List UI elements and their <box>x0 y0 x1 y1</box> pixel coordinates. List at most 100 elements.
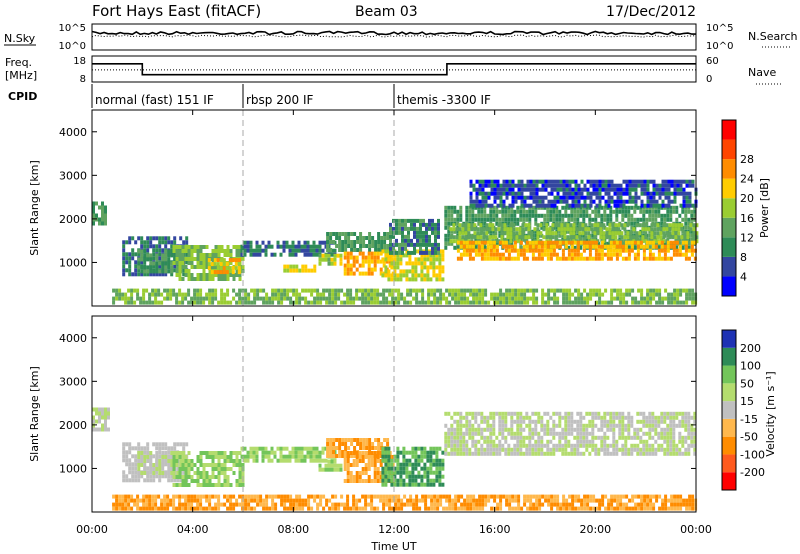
heatmap-cell <box>414 458 418 463</box>
heatmap-cell <box>468 447 472 452</box>
heatmap-cell <box>676 296 680 301</box>
heatmap-cell <box>667 203 671 208</box>
heatmap-cell <box>493 183 497 188</box>
heatmap-cell <box>427 288 431 293</box>
heatmap-cell <box>531 240 535 245</box>
heatmap-cell <box>592 187 596 192</box>
heatmap-cell <box>614 235 618 240</box>
heatmap-cell <box>170 261 174 266</box>
heatmap-cell <box>520 203 524 208</box>
heatmap-cell <box>663 256 667 261</box>
heatmap-cell <box>563 223 567 228</box>
heatmap-cell <box>556 288 560 293</box>
heatmap-cell <box>240 446 244 451</box>
heatmap-cell <box>564 427 568 432</box>
heatmap-cell <box>390 482 394 487</box>
heatmap-cell <box>491 223 495 228</box>
heatmap-cell <box>567 229 571 234</box>
heatmap-cell <box>355 459 359 463</box>
heatmap-cell <box>202 273 206 277</box>
heatmap-cell <box>574 179 578 184</box>
heatmap-cell <box>396 470 400 475</box>
heatmap-cell <box>549 252 553 257</box>
heatmap-cell <box>468 209 472 214</box>
heatmap-cell <box>459 451 463 456</box>
heatmap-cell <box>600 435 604 440</box>
heatmap-cell <box>673 191 677 196</box>
heatmap-cell <box>669 447 673 452</box>
heatmap-cell <box>651 411 655 416</box>
heatmap-cell <box>651 252 655 257</box>
heatmap-cell <box>501 427 505 432</box>
heatmap-cell <box>220 292 224 297</box>
heatmap-cell <box>649 195 653 200</box>
heatmap-cell <box>411 269 415 274</box>
heatmap-cell <box>140 260 144 265</box>
heatmap-cell <box>149 459 153 463</box>
heatmap-cell <box>339 261 343 266</box>
heatmap-cell <box>570 256 574 261</box>
heatmap-cell <box>143 272 147 277</box>
heatmap-cell <box>439 296 443 301</box>
heatmap-cell <box>619 300 623 305</box>
heatmap-cell <box>411 474 415 479</box>
heatmap-cell <box>642 443 646 448</box>
heatmap-cell <box>382 288 386 293</box>
heatmap-cell <box>179 442 183 447</box>
heatmap-cell <box>666 244 670 249</box>
heatmap-cell <box>410 226 413 231</box>
heatmap-cell <box>499 288 503 293</box>
heatmap-cell <box>413 250 416 255</box>
heatmap-cell <box>471 427 475 432</box>
heatmap-cell <box>334 296 338 301</box>
heatmap-cell <box>582 423 586 428</box>
heatmap-cell <box>389 246 392 251</box>
heatmap-cell <box>292 268 296 273</box>
heatmap-cell <box>561 252 565 257</box>
heatmap-cell <box>128 240 132 245</box>
heatmap-cell <box>364 467 368 471</box>
heatmap-cell <box>469 195 473 200</box>
heatmap-cell <box>238 253 242 257</box>
heatmap-cell <box>152 244 156 249</box>
heatmap-cell <box>244 288 248 293</box>
heatmap-cell <box>531 252 535 257</box>
heatmap-cell <box>666 439 670 444</box>
heatmap-cell <box>367 259 371 264</box>
heatmap-cell <box>627 435 631 440</box>
heatmap-cell <box>507 252 511 257</box>
heatmap-cell <box>361 471 365 475</box>
heatmap-cell <box>607 203 611 208</box>
heatmap-cell <box>286 264 290 269</box>
heatmap-cell <box>558 244 562 249</box>
heatmap-cell <box>379 259 383 264</box>
heatmap-cell <box>469 191 473 196</box>
heatmap-cell <box>552 419 556 424</box>
heatmap-cell <box>474 205 478 210</box>
heatmap-cell <box>609 205 613 210</box>
heatmap-cell <box>672 427 676 432</box>
heatmap-cell <box>265 292 269 297</box>
heatmap-cell <box>187 471 191 475</box>
heatmap-cell <box>480 213 484 218</box>
heatmap-cell <box>461 231 465 236</box>
heatmap-cell <box>607 187 611 192</box>
heatmap-cell <box>328 288 332 293</box>
heatmap-cell <box>670 183 674 188</box>
heatmap-cell <box>187 249 191 253</box>
heatmap-cell <box>367 451 371 455</box>
heatmap-cell <box>499 203 503 208</box>
heatmap-cell <box>437 234 440 239</box>
heatmap-cell <box>465 431 469 436</box>
heatmap-cell <box>521 231 525 236</box>
heatmap-cell <box>688 203 692 208</box>
heatmap-cell <box>606 252 610 257</box>
heatmap-cell <box>423 261 427 266</box>
heatmap-cell <box>551 235 555 240</box>
heatmap-cell <box>175 459 179 463</box>
heatmap-cell <box>664 195 668 200</box>
heatmap-cell <box>606 205 610 210</box>
heatmap-cell <box>682 288 686 293</box>
heatmap-cell <box>643 296 647 301</box>
heatmap-cell <box>451 288 455 293</box>
